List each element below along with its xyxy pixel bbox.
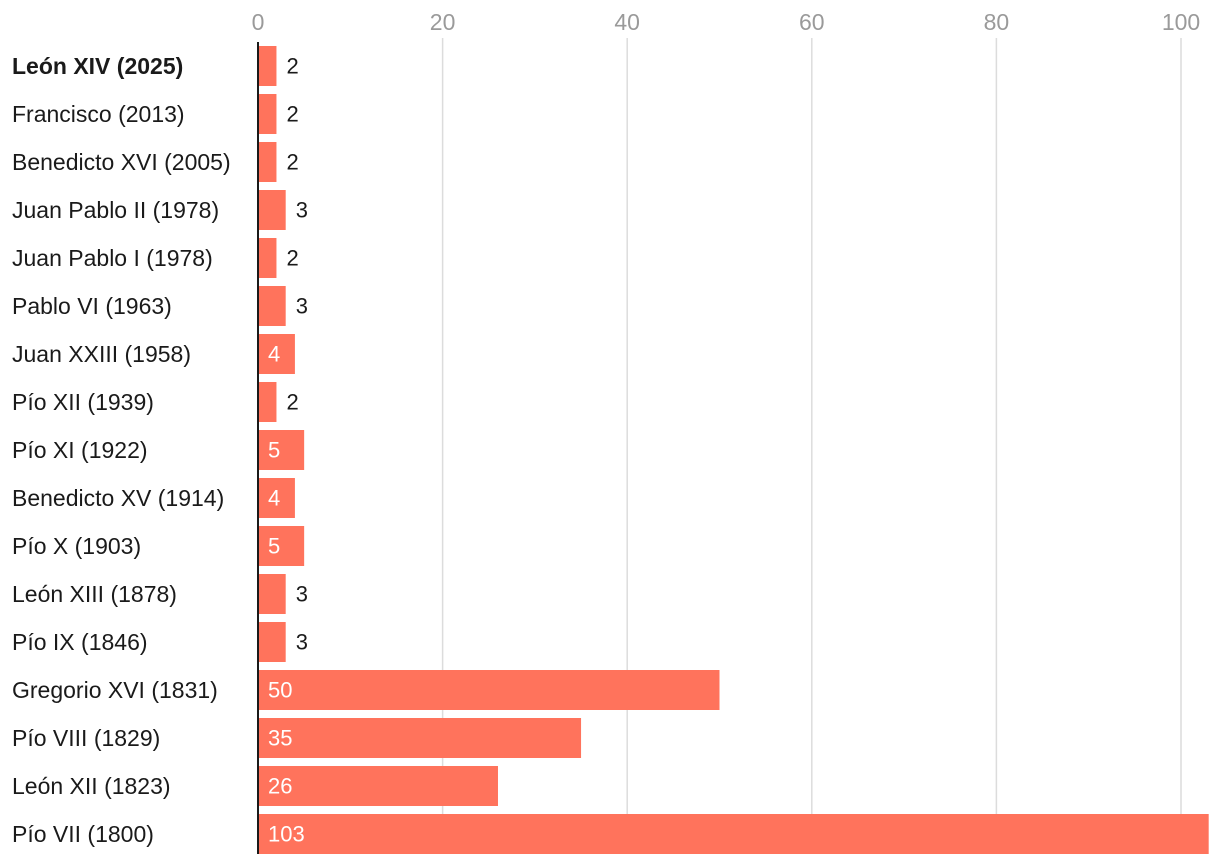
category-label: Pablo VI (1963): [12, 293, 172, 319]
value-label: 103: [268, 822, 305, 847]
value-label: 5: [268, 438, 280, 463]
value-label: 5: [268, 534, 280, 559]
bar: [258, 190, 286, 230]
bar: [258, 430, 305, 470]
category-label: Pío VII (1800): [12, 821, 154, 847]
category-label: Pío XII (1939): [12, 389, 154, 415]
category-label: León XIV (2025): [12, 53, 183, 79]
bar: [258, 334, 295, 374]
value-label: 35: [268, 726, 292, 751]
value-label: 2: [286, 246, 298, 271]
bars: [258, 46, 1209, 854]
x-tick-label: 0: [252, 9, 265, 35]
bar: [258, 718, 582, 758]
category-label: Juan Pablo I (1978): [12, 245, 213, 271]
x-tick-label: 40: [614, 9, 640, 35]
x-axis-ticks: 0 20 40 60 80 100: [252, 9, 1201, 35]
value-label: 3: [296, 630, 308, 655]
x-tick-label: 80: [984, 9, 1010, 35]
bar: [258, 766, 498, 806]
value-label: 50: [268, 678, 292, 703]
category-label: Benedicto XV (1914): [12, 485, 224, 511]
bar: [258, 286, 286, 326]
value-label: 2: [286, 150, 298, 175]
category-label: Juan XXIII (1958): [12, 341, 191, 367]
value-label: 2: [286, 54, 298, 79]
x-tick-label: 20: [430, 9, 456, 35]
category-label: Pío X (1903): [12, 533, 141, 559]
y-axis-labels: León XIV (2025) Francisco (2013) Benedicto…: [12, 53, 231, 847]
x-tick-label: 100: [1162, 9, 1200, 35]
bar: [258, 478, 295, 518]
category-label: Pío XI (1922): [12, 437, 148, 463]
bar: [258, 814, 1209, 854]
value-label: 3: [296, 582, 308, 607]
category-label: Pío IX (1846): [12, 629, 148, 655]
category-label: Francisco (2013): [12, 101, 185, 127]
bar: [258, 142, 277, 182]
value-label: 4: [268, 486, 280, 511]
category-label: Juan Pablo II (1978): [12, 197, 219, 223]
bar: [258, 94, 277, 134]
category-label: León XII (1823): [12, 773, 171, 799]
bar: [258, 622, 286, 662]
value-label: 26: [268, 774, 292, 799]
category-label: Gregorio XVI (1831): [12, 677, 218, 703]
category-label: León XIII (1878): [12, 581, 177, 607]
bar: [258, 238, 277, 278]
value-label: 4: [268, 342, 280, 367]
bar: [258, 574, 286, 614]
bar: [258, 670, 720, 710]
bar: [258, 526, 305, 566]
bar: [258, 46, 277, 86]
value-label: 3: [296, 294, 308, 319]
bar: [258, 382, 277, 422]
category-label: Benedicto XVI (2005): [12, 149, 231, 175]
value-label: 2: [286, 102, 298, 127]
category-label: Pío VIII (1829): [12, 725, 160, 751]
value-label: 2: [286, 390, 298, 415]
value-label: 3: [296, 198, 308, 223]
x-tick-label: 60: [799, 9, 825, 35]
